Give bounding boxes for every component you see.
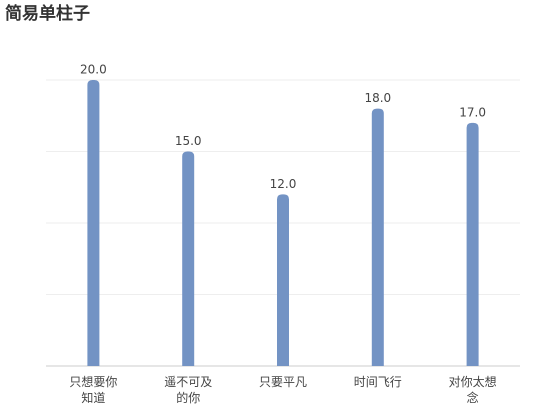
bar [87, 80, 100, 366]
bar [466, 122, 479, 367]
value-label: 12.0 [270, 177, 297, 191]
value-label: 17.0 [459, 105, 486, 119]
x-tick-label-line: 只想要你 [69, 374, 117, 389]
x-tick-label: 时间飞行 [354, 375, 402, 389]
x-tick-label: 只要平凡 [259, 375, 307, 389]
value-label: 20.0 [80, 63, 107, 77]
x-tick-label-line: 的你 [176, 390, 200, 405]
x-tick-label-line: 对你太想 [449, 374, 497, 389]
bar [371, 108, 384, 366]
x-tick-label-line: 念 [467, 390, 479, 405]
value-label: 15.0 [175, 134, 202, 148]
x-tick-label-line: 时间飞行 [354, 375, 402, 389]
x-tick-label-line: 知道 [81, 391, 105, 405]
value-label: 18.0 [364, 91, 391, 105]
x-tick-label-line: 遥不可及 [164, 375, 212, 389]
x-tick-label: 只想要你知道 [69, 374, 117, 405]
x-tick-label: 遥不可及的你 [164, 375, 212, 405]
x-tick-label: 对你太想念 [449, 374, 497, 405]
chart-title: 简易单柱子 [5, 3, 90, 24]
bar [182, 151, 195, 366]
bar [277, 194, 289, 366]
x-tick-label-line: 只要平凡 [259, 375, 307, 389]
